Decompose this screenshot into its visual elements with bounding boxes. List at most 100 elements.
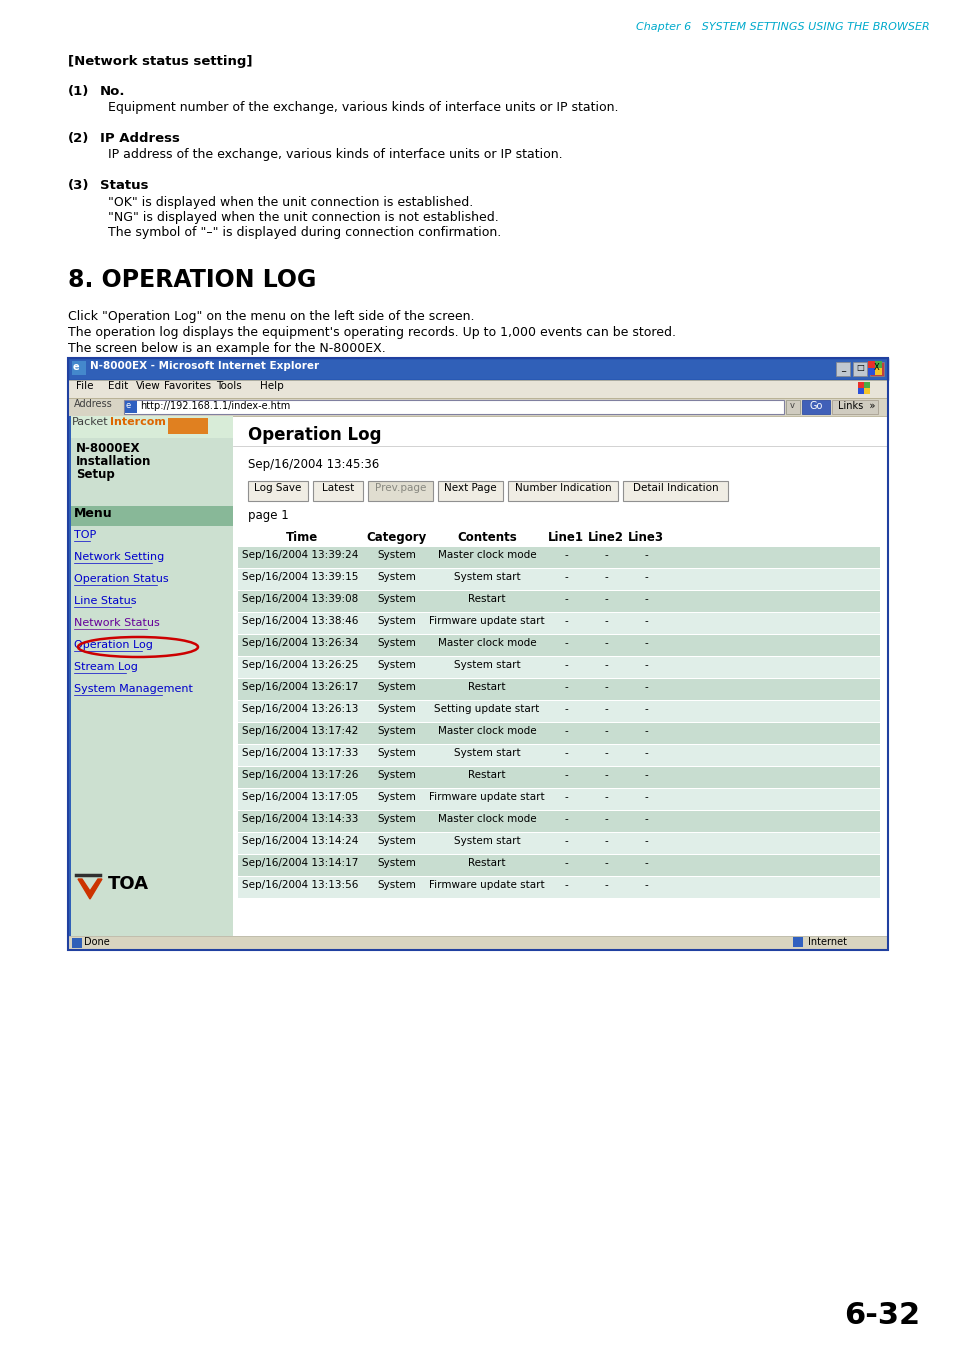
Text: -: - (643, 748, 647, 757)
Bar (68, 416, 233, 437)
Text: -: - (603, 769, 607, 780)
Bar (237, 833, 879, 855)
Text: Menu: Menu (74, 508, 112, 520)
Text: Done: Done (84, 937, 110, 946)
Text: -: - (603, 836, 607, 846)
Text: Sep/16/2004 13:26:25: Sep/16/2004 13:26:25 (242, 660, 358, 670)
Text: System: System (377, 859, 416, 868)
Text: -: - (603, 549, 607, 560)
Text: Category: Category (367, 531, 427, 544)
Text: Line3: Line3 (627, 531, 663, 544)
Text: Setup: Setup (76, 468, 114, 481)
Text: System: System (377, 639, 416, 648)
Text: -: - (563, 769, 567, 780)
Text: Firmware update start: Firmware update start (429, 792, 544, 802)
Text: Installation: Installation (76, 455, 152, 468)
Bar (237, 745, 879, 765)
Text: Sep/16/2004 13:17:26: Sep/16/2004 13:17:26 (242, 769, 358, 780)
Text: Master clock mode: Master clock mode (437, 814, 536, 824)
Bar (68, 506, 233, 526)
Text: X: X (873, 363, 879, 373)
Text: -: - (643, 726, 647, 736)
Text: Master clock mode: Master clock mode (437, 726, 536, 736)
Text: -: - (643, 814, 647, 824)
Bar (124, 400, 783, 414)
Bar (71, 360, 86, 375)
Bar (237, 568, 879, 590)
Text: Help: Help (260, 381, 283, 392)
Bar (863, 387, 869, 394)
Bar (237, 679, 879, 701)
Bar (237, 724, 879, 744)
Bar (237, 547, 879, 568)
Bar (68, 936, 887, 950)
Text: -: - (643, 769, 647, 780)
Text: -: - (643, 639, 647, 648)
Text: Sep/16/2004 13:13:56: Sep/16/2004 13:13:56 (242, 880, 358, 890)
Bar (867, 369, 874, 375)
Bar (68, 379, 887, 398)
Text: -: - (643, 836, 647, 846)
Text: Sep/16/2004 13:38:46: Sep/16/2004 13:38:46 (242, 616, 358, 626)
Text: System: System (377, 814, 416, 824)
Text: Operation Log: Operation Log (74, 640, 152, 649)
Bar (68, 358, 887, 379)
Text: -: - (563, 616, 567, 626)
Bar (237, 613, 879, 634)
Bar (237, 657, 879, 678)
Text: -: - (563, 836, 567, 846)
Text: -: - (563, 660, 567, 670)
Text: 8. OPERATION LOG: 8. OPERATION LOG (68, 269, 316, 292)
Bar (857, 387, 863, 394)
Bar (507, 481, 618, 501)
Text: System: System (377, 572, 416, 582)
Text: Favorites: Favorites (164, 381, 211, 392)
Text: Chapter 6   SYSTEM SETTINGS USING THE BROWSER: Chapter 6 SYSTEM SETTINGS USING THE BROW… (636, 22, 929, 32)
Text: Sep/16/2004 13:39:15: Sep/16/2004 13:39:15 (242, 572, 358, 582)
Bar (792, 937, 802, 946)
Text: -: - (603, 792, 607, 802)
Text: System: System (377, 880, 416, 890)
Text: Sep/16/2004 13:17:33: Sep/16/2004 13:17:33 (242, 748, 358, 757)
Text: Network Setting: Network Setting (74, 552, 164, 562)
Text: Equipment number of the exchange, various kinds of interface units or IP station: Equipment number of the exchange, variou… (108, 101, 618, 113)
Text: System: System (377, 549, 416, 560)
Text: N-8000EX: N-8000EX (76, 441, 140, 455)
Text: -: - (643, 880, 647, 890)
Text: Tools: Tools (215, 381, 241, 392)
Text: IP Address: IP Address (100, 132, 180, 144)
Bar (71, 938, 82, 948)
Bar (622, 481, 727, 501)
Text: [Network status setting]: [Network status setting] (68, 55, 253, 68)
Text: System: System (377, 682, 416, 693)
Text: Sep/16/2004 13:26:17: Sep/16/2004 13:26:17 (242, 682, 358, 693)
Text: Firmware update start: Firmware update start (429, 616, 544, 626)
Text: Click "Operation Log" on the menu on the left side of the screen.: Click "Operation Log" on the menu on the… (68, 310, 474, 323)
Text: Sep/16/2004 13:14:33: Sep/16/2004 13:14:33 (242, 814, 358, 824)
Text: -: - (603, 859, 607, 868)
Text: (2): (2) (68, 132, 90, 144)
Text: Sep/16/2004 13:26:34: Sep/16/2004 13:26:34 (242, 639, 358, 648)
Text: http://192.168.1.1/index-e.htm: http://192.168.1.1/index-e.htm (140, 401, 290, 410)
Bar (237, 878, 879, 898)
Text: Master clock mode: Master clock mode (437, 639, 536, 648)
Text: (1): (1) (68, 85, 90, 99)
Text: -: - (643, 572, 647, 582)
Text: Sep/16/2004 13:26:13: Sep/16/2004 13:26:13 (242, 703, 358, 714)
Text: -: - (643, 682, 647, 693)
Text: Stream Log: Stream Log (74, 662, 138, 672)
Text: (3): (3) (68, 180, 90, 192)
Text: -: - (563, 859, 567, 868)
Text: Sep/16/2004 13:14:24: Sep/16/2004 13:14:24 (242, 836, 358, 846)
Text: Restart: Restart (468, 682, 505, 693)
Text: Detail Indication: Detail Indication (632, 483, 718, 493)
Text: No.: No. (100, 85, 126, 99)
Text: Go: Go (808, 401, 821, 410)
Bar (852, 362, 866, 377)
Text: System: System (377, 726, 416, 736)
Text: TOA: TOA (108, 875, 149, 892)
Text: -: - (563, 549, 567, 560)
Text: File: File (76, 381, 93, 392)
Text: Intercom: Intercom (110, 417, 166, 427)
Text: -: - (603, 748, 607, 757)
